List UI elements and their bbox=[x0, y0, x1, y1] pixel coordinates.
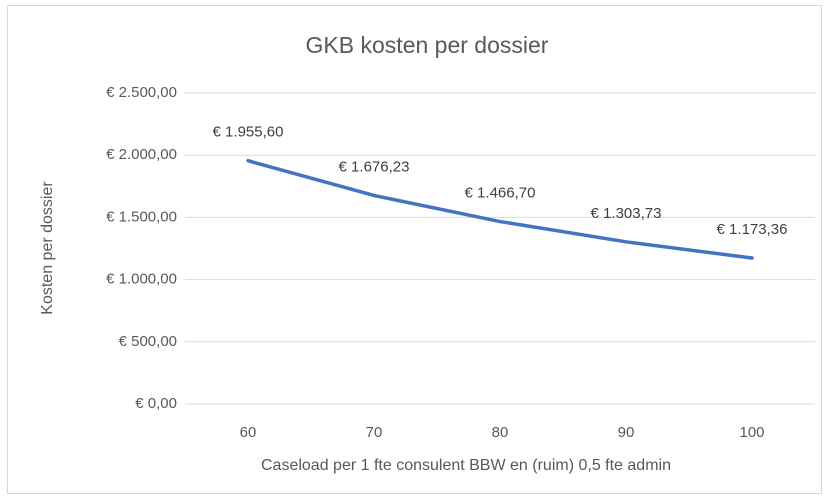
y-tick-label: € 1.000,00 bbox=[106, 271, 177, 288]
data-label: € 1.955,60 bbox=[213, 124, 284, 141]
data-label: € 1.173,36 bbox=[717, 221, 788, 238]
data-label: € 1.676,23 bbox=[339, 158, 410, 175]
data-label: € 1.303,73 bbox=[591, 205, 662, 222]
x-tick-label: 70 bbox=[366, 424, 383, 441]
chart-title: GKB kosten per dossier bbox=[306, 32, 549, 58]
x-tick-label: 60 bbox=[240, 424, 257, 441]
y-tick-label: € 500,00 bbox=[119, 333, 177, 350]
y-tick-label: € 1.500,00 bbox=[106, 208, 177, 225]
x-tick-label: 80 bbox=[492, 424, 509, 441]
x-axis-label: Caseload per 1 fte consulent BBW en (rui… bbox=[261, 457, 671, 474]
y-tick-label: € 0,00 bbox=[135, 395, 177, 412]
line bbox=[246, 158, 754, 260]
x-tick-label: 100 bbox=[739, 424, 764, 441]
y-tick-label: € 2.000,00 bbox=[106, 146, 177, 163]
y-tick-label: € 2.500,00 bbox=[106, 84, 177, 101]
y-axis-label: Kosten per dossier bbox=[39, 181, 56, 315]
data-label: € 1.466,70 bbox=[465, 185, 536, 202]
x-tick-label: 90 bbox=[618, 424, 635, 441]
